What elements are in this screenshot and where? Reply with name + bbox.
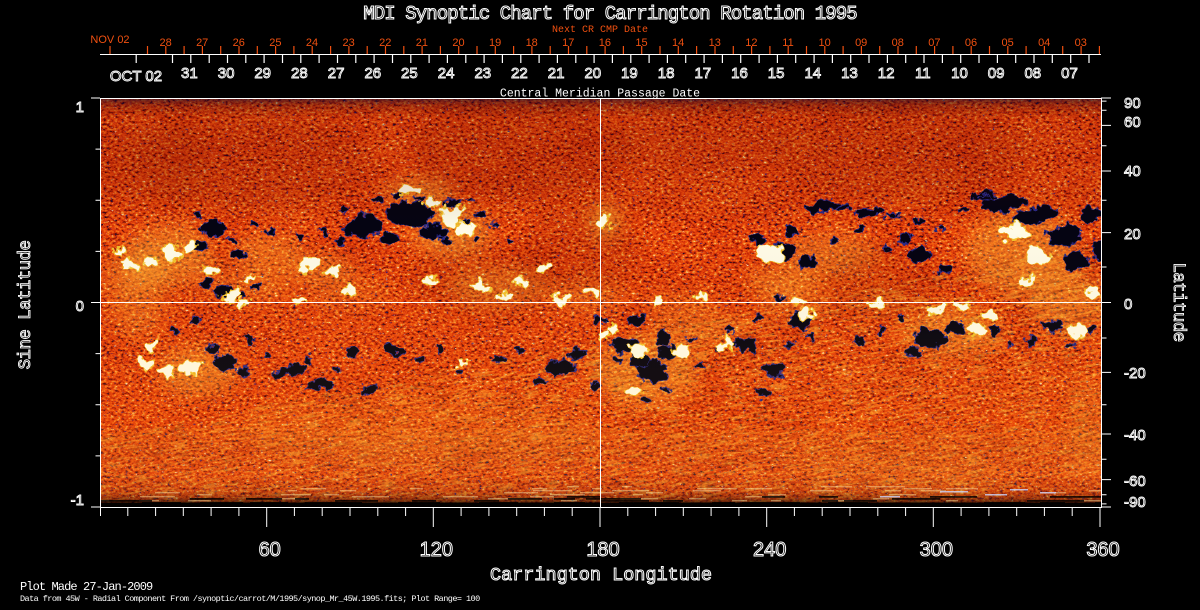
svg-text:1: 1 [76, 99, 84, 116]
svg-text:13: 13 [841, 65, 858, 82]
svg-text:60: 60 [259, 539, 281, 561]
svg-text:11: 11 [915, 65, 931, 82]
svg-text:14: 14 [804, 65, 821, 82]
svg-text:12: 12 [878, 65, 895, 82]
svg-text:0: 0 [76, 298, 84, 315]
svg-text:300: 300 [920, 539, 953, 561]
svg-text:10: 10 [818, 37, 830, 49]
svg-text:07: 07 [928, 37, 940, 49]
svg-text:12: 12 [745, 37, 757, 49]
svg-text:23: 23 [342, 37, 354, 49]
svg-text:27: 27 [196, 37, 208, 49]
svg-text:Data from 45W - Radial Compone: Data from 45W - Radial Component From /s… [20, 594, 480, 604]
svg-text:22: 22 [511, 65, 528, 82]
svg-text:08: 08 [1024, 65, 1041, 82]
svg-text:120: 120 [420, 539, 453, 561]
svg-text:09: 09 [988, 65, 1005, 82]
svg-text:OCT 02: OCT 02 [110, 68, 162, 85]
svg-text:11: 11 [782, 37, 793, 49]
svg-text:22: 22 [379, 37, 391, 49]
svg-text:19: 19 [489, 37, 501, 49]
svg-text:15: 15 [768, 65, 785, 82]
svg-text:30: 30 [218, 65, 235, 82]
svg-text:24: 24 [438, 65, 455, 82]
svg-text:20: 20 [1124, 226, 1141, 243]
svg-text:NOV 02: NOV 02 [90, 34, 129, 46]
svg-text:21: 21 [548, 65, 565, 82]
svg-text:24: 24 [306, 37, 318, 49]
svg-text:04: 04 [1038, 37, 1050, 49]
svg-text:17: 17 [694, 65, 711, 82]
svg-text:60: 60 [1124, 114, 1141, 131]
svg-text:19: 19 [621, 65, 638, 82]
svg-text:10: 10 [951, 65, 968, 82]
svg-text:21: 21 [416, 37, 428, 49]
svg-text:Latitude: Latitude [1168, 262, 1188, 341]
svg-text:09: 09 [855, 37, 867, 49]
svg-text:15: 15 [635, 37, 647, 49]
svg-text:20: 20 [584, 65, 601, 82]
svg-text:08: 08 [892, 37, 904, 49]
svg-text:Carrington Longitude: Carrington Longitude [490, 565, 712, 586]
svg-text:Sine Latitude: Sine Latitude [16, 241, 36, 370]
svg-text:29: 29 [254, 65, 271, 82]
svg-text:Next CR CMP Date: Next CR CMP Date [552, 25, 648, 36]
svg-text:MDI Synoptic Chart for Carring: MDI Synoptic Chart for Carrington Rotati… [363, 3, 857, 25]
svg-text:-1: -1 [71, 492, 84, 509]
svg-text:90: 90 [1124, 95, 1141, 112]
svg-text:-40: -40 [1124, 427, 1146, 444]
svg-text:18: 18 [526, 37, 538, 49]
svg-text:13: 13 [709, 37, 721, 49]
svg-text:05: 05 [1001, 37, 1013, 49]
svg-text:25: 25 [401, 65, 418, 82]
svg-text:18: 18 [658, 65, 675, 82]
svg-text:360: 360 [1086, 539, 1119, 561]
svg-text:16: 16 [599, 37, 611, 49]
svg-text:16: 16 [731, 65, 748, 82]
svg-text:03: 03 [1075, 37, 1087, 49]
svg-text:27: 27 [328, 65, 345, 82]
svg-text:17: 17 [562, 37, 574, 49]
svg-text:07: 07 [1061, 65, 1078, 82]
svg-text:0: 0 [1124, 296, 1132, 313]
svg-text:31: 31 [181, 65, 198, 82]
svg-text:180: 180 [586, 539, 619, 561]
svg-text:28: 28 [159, 37, 171, 49]
svg-text:06: 06 [965, 37, 977, 49]
svg-text:20: 20 [452, 37, 464, 49]
svg-text:40: 40 [1124, 163, 1141, 180]
svg-text:-90: -90 [1124, 494, 1146, 511]
svg-text:28: 28 [291, 65, 308, 82]
svg-text:26: 26 [233, 37, 245, 49]
svg-text:26: 26 [364, 65, 381, 82]
svg-text:-60: -60 [1124, 473, 1146, 490]
svg-text:-20: -20 [1124, 365, 1146, 382]
svg-text:23: 23 [474, 65, 491, 82]
svg-text:240: 240 [753, 539, 786, 561]
svg-text:14: 14 [672, 37, 684, 49]
svg-text:Plot Made 27-Jan-2009: Plot Made 27-Jan-2009 [20, 580, 153, 594]
svg-text:Central Meridian Passage Date: Central Meridian Passage Date [500, 88, 700, 101]
svg-text:25: 25 [269, 37, 281, 49]
